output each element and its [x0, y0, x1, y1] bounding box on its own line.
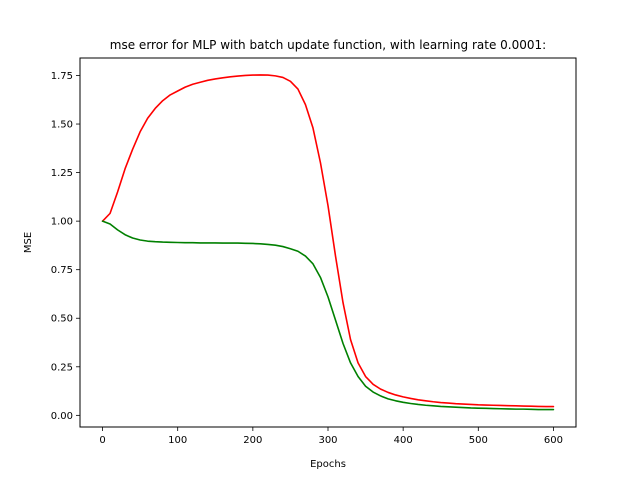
x-tick-label: 300: [318, 435, 337, 446]
y-axis: 0.00 0.25 0.50 0.75 1.00 1.25 1.50 1.75: [51, 71, 80, 422]
series-line-2: [101, 220, 555, 411]
y-tick-label: 1.00: [51, 217, 73, 228]
x-axis: 0 100 200 300 400 500 600: [99, 427, 563, 446]
x-tick-label: 0: [99, 435, 105, 446]
y-tick-label: 0.00: [51, 411, 73, 422]
x-tick-label: 500: [469, 435, 488, 446]
y-tick-label: 0.50: [51, 314, 73, 325]
y-axis-label: MSE: [23, 232, 34, 253]
y-tick-label: 0.75: [51, 265, 73, 276]
x-tick-label: 100: [168, 435, 187, 446]
series-layer: [101, 74, 555, 411]
series-line-1: [101, 74, 555, 408]
y-tick-label: 1.50: [51, 120, 73, 131]
x-tick-label: 600: [544, 435, 563, 446]
y-tick-label: 1.25: [51, 168, 73, 179]
plot-area-frame: [79, 57, 577, 428]
chart-title: mse error for MLP with batch update func…: [110, 38, 546, 52]
x-tick-label: 400: [394, 435, 413, 446]
y-tick-label: 1.75: [51, 71, 73, 82]
x-axis-label: Epochs: [310, 459, 346, 470]
x-tick-label: 200: [243, 435, 262, 446]
y-tick-label: 0.25: [51, 362, 73, 373]
